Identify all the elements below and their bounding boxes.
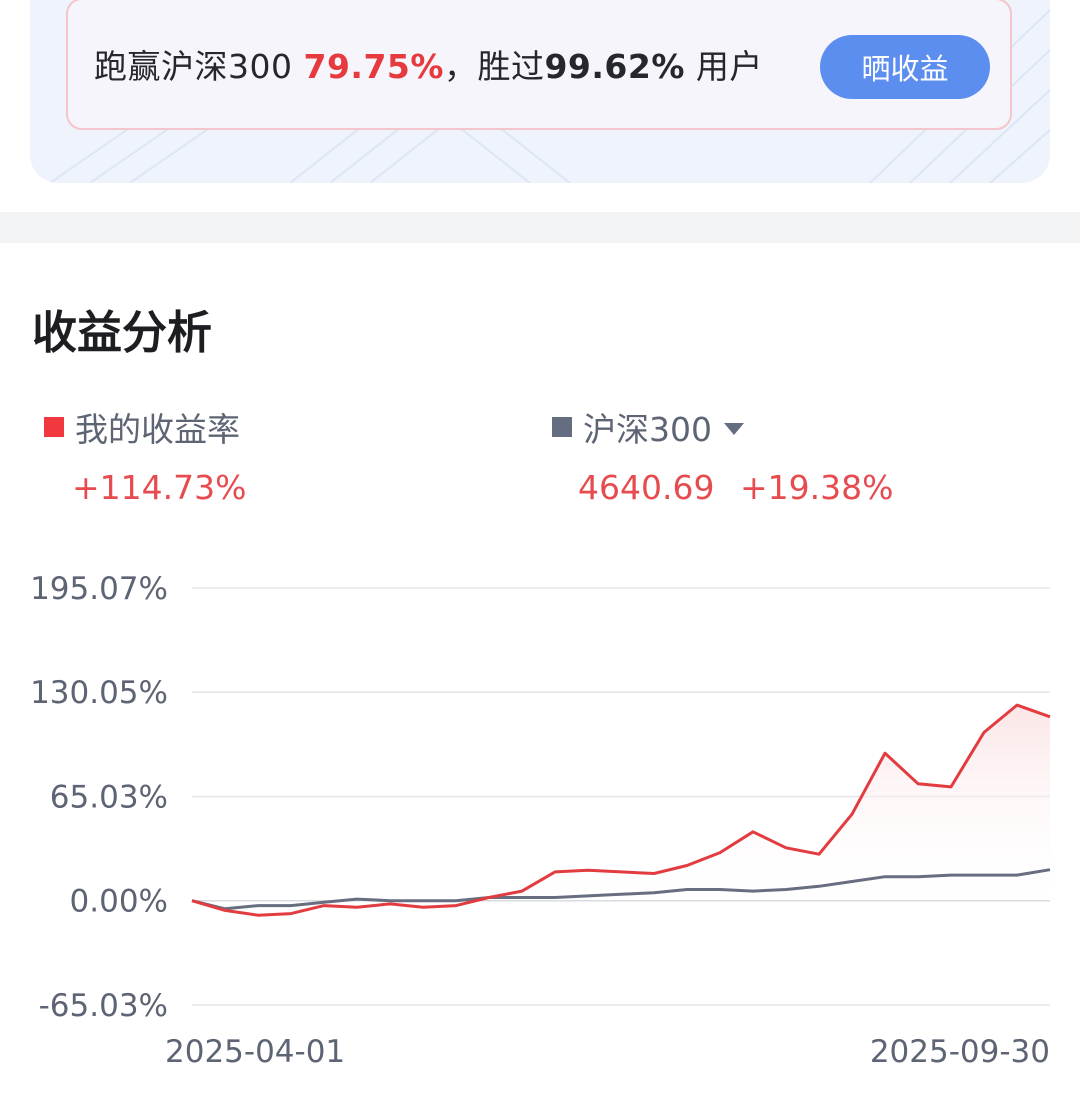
legend-my-return: 我的收益率 (44, 403, 240, 451)
y-tick-label: 65.03% (50, 779, 168, 815)
outperform-banner: 跑赢沪深300 79.75%，胜过99.62% 用户 晒收益 (66, 0, 1012, 130)
my-return-line (191, 703, 1051, 917)
x-start-label: 2025-04-01 (165, 1034, 345, 1070)
section-title: 收益分析 (32, 306, 213, 359)
section-divider (0, 212, 1080, 243)
my-return-value: +114.73% (72, 468, 247, 507)
index-swatch (552, 417, 572, 437)
share-earnings-button[interactable]: 晒收益 (820, 35, 990, 99)
index-label: 沪深300 (583, 410, 712, 449)
caret-down-icon (724, 423, 744, 435)
return-chart: 195.07% 130.05% 65.03% 0.00% -65.03% 2025-04-… (30, 571, 1051, 1070)
banner-prefix: 跑赢沪深300 (94, 47, 293, 86)
beat-users-percent: 99.62% (544, 47, 685, 86)
banner-middle: ，胜过 (443, 47, 545, 86)
banner-suffix: 用户 (695, 47, 763, 86)
my-return-area (192, 705, 1050, 916)
index-line (191, 868, 1051, 911)
y-tick-label: -65.03% (39, 988, 168, 1024)
my-return-swatch (44, 417, 64, 437)
index-price: 4640.69 (578, 468, 715, 507)
y-tick-label: 195.07% (30, 571, 168, 607)
y-tick-label: 0.00% (70, 884, 168, 920)
x-end-label: 2025-09-30 (870, 1034, 1050, 1070)
outperform-percent: 79.75% (303, 47, 444, 86)
y-tick-label: 130.05% (30, 675, 168, 711)
index-selector[interactable]: 沪深300 (552, 403, 744, 451)
my-return-label: 我的收益率 (75, 410, 240, 449)
index-change: +19.38% (740, 468, 894, 507)
outperform-text: 跑赢沪深300 79.75%，胜过99.62% 用户 (94, 40, 763, 88)
